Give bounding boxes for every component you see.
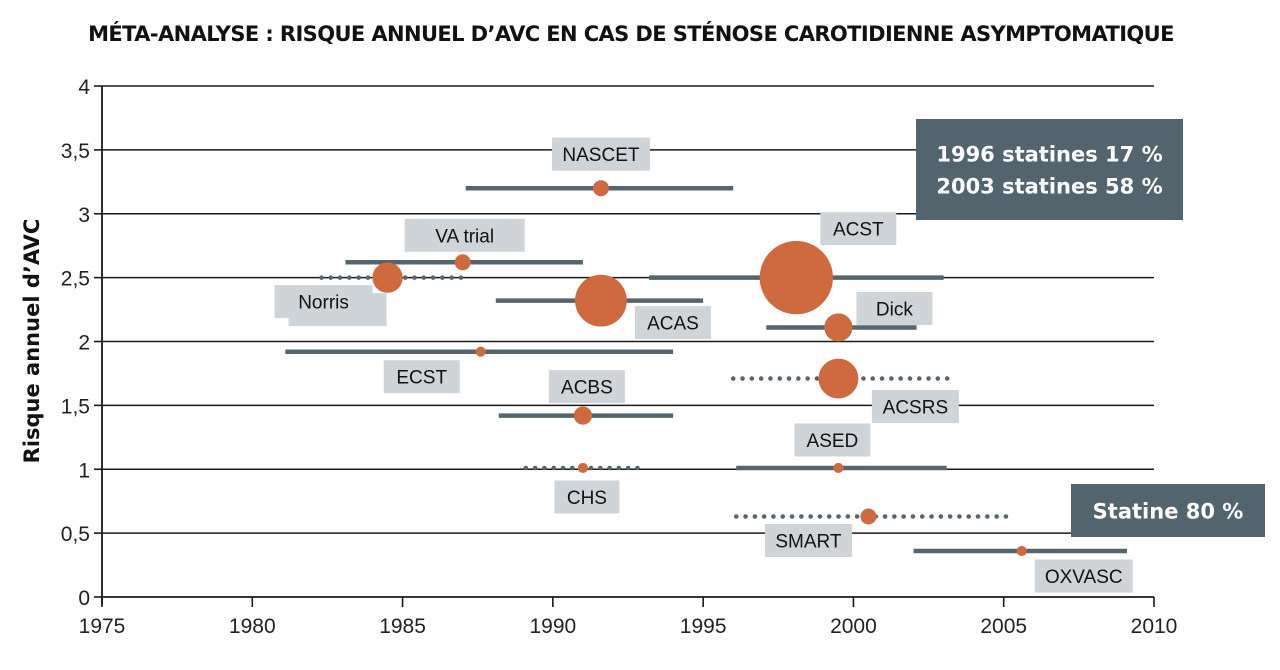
study-label: ACSRS xyxy=(883,398,948,419)
study-label: Norris xyxy=(298,293,349,314)
x-tick-label: 2000 xyxy=(830,615,877,638)
study-label: ECST xyxy=(396,368,447,389)
y-tick-label: 1,5 xyxy=(61,395,90,418)
axes xyxy=(94,85,1155,607)
annotation-text: Statine 80 % xyxy=(1093,500,1244,524)
annotation-text: 2003 statines 58 % xyxy=(936,175,1162,199)
point-acbs xyxy=(573,406,593,425)
label-box xyxy=(554,480,620,514)
study-label: CHS xyxy=(567,488,607,509)
point-nascet xyxy=(592,180,609,197)
label-box xyxy=(794,423,871,457)
annotation-box xyxy=(1071,484,1265,537)
x-tick-label: 1980 xyxy=(229,615,276,638)
study-label: ASED xyxy=(807,431,859,452)
x-tick-label: 2010 xyxy=(1131,615,1178,638)
point-norris xyxy=(372,262,403,293)
y-tick-label: 0 xyxy=(78,587,90,610)
label-box xyxy=(548,370,625,404)
y-axis-label: Risque annuel d’AVC xyxy=(20,219,44,464)
point-dick xyxy=(824,313,853,342)
point-ecst xyxy=(475,346,486,357)
annotation-box xyxy=(916,119,1183,220)
point-acas xyxy=(575,274,627,327)
x-tick-label: 1985 xyxy=(379,615,426,638)
y-tick-label: 2 xyxy=(78,332,90,355)
tick-labels: 0 0,5 1 1,5 2 2,5 3 3,5 4 1975 1980 1985 1990 1995 200… xyxy=(61,76,1178,638)
x-tick-label: 1990 xyxy=(529,615,576,638)
point-oxvasc xyxy=(1016,545,1027,557)
annotations: 1996 statines 17 % 2003 statines 58 % Stat… xyxy=(916,119,1265,537)
y-tick-label: 1 xyxy=(78,459,90,482)
study-labels: NASCET VA trial Norris ACAS ACST Dick ECST ACSR… xyxy=(274,137,1133,593)
study-label: ACST xyxy=(833,220,884,241)
y-tick-label: 2,5 xyxy=(61,268,90,291)
study-label: ACBS xyxy=(561,378,613,399)
study-points xyxy=(372,180,1027,557)
study-label: ACAS xyxy=(647,314,699,335)
study-label: Dick xyxy=(876,299,913,320)
y-tick-label: 4 xyxy=(78,76,90,99)
x-tick-label: 1975 xyxy=(79,615,126,638)
study-label: NASCET xyxy=(562,145,639,166)
label-box xyxy=(871,390,959,424)
label-box xyxy=(404,218,525,252)
chart-title: MÉTA-ANALYSE : RISQUE ANNUEL D’AVC EN CA… xyxy=(88,22,1174,46)
point-smart xyxy=(860,508,877,525)
y-tick-label: 3 xyxy=(78,204,90,227)
y-tick-label: 3,5 xyxy=(61,140,90,163)
label-box xyxy=(764,524,852,558)
x-tick-label: 1995 xyxy=(680,615,727,638)
study-label: SMART xyxy=(775,532,842,553)
study-label: VA trial xyxy=(435,226,494,247)
point-va-trial xyxy=(454,254,471,271)
annotation-text: 1996 statines 17 % xyxy=(936,143,1162,167)
label-box xyxy=(820,212,897,246)
point-chs xyxy=(577,462,588,474)
label-box xyxy=(1034,559,1133,593)
label-box xyxy=(383,360,460,394)
label-box xyxy=(634,306,711,340)
y-tick-label: 0,5 xyxy=(61,523,90,546)
study-label: OXVASC xyxy=(1045,567,1123,588)
point-ased xyxy=(833,462,844,474)
point-acst xyxy=(759,240,833,315)
x-tick-label: 2005 xyxy=(980,615,1027,638)
label-box xyxy=(856,291,933,325)
label-box xyxy=(274,285,373,319)
label-box xyxy=(551,137,650,171)
point-acsrs xyxy=(818,358,859,399)
